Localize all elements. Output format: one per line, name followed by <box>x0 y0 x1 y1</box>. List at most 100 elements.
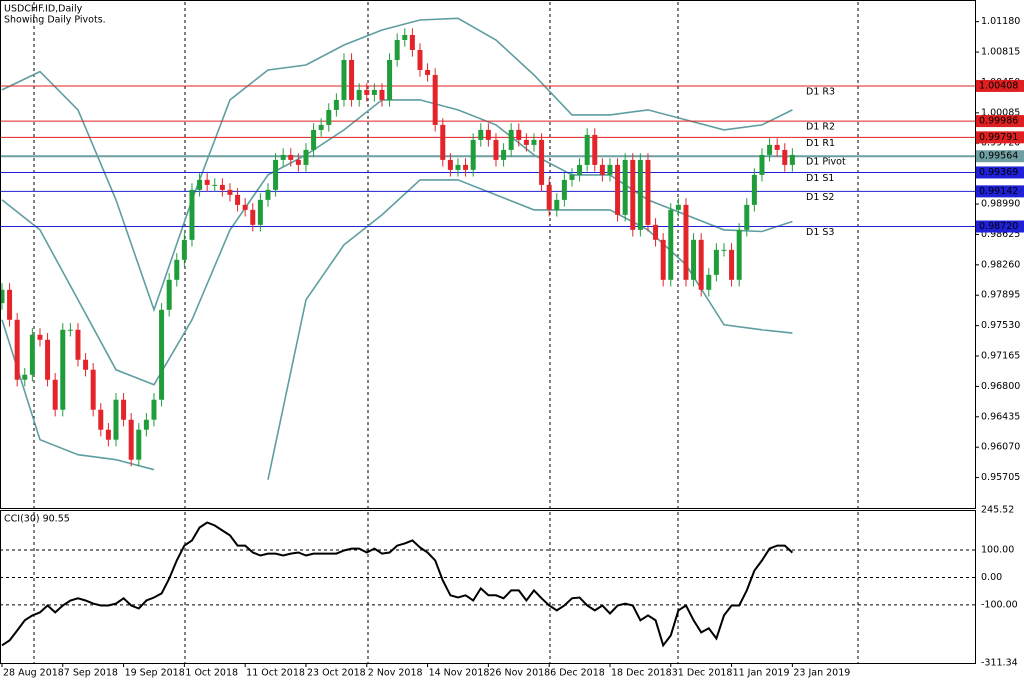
y-tick-label: 100.00 <box>981 544 1014 555</box>
candle-body <box>288 154 294 160</box>
candle-body <box>622 159 628 215</box>
x-tick-label: 6 Dec 2018 <box>550 668 605 679</box>
candle-body <box>174 259 180 280</box>
cci-title: CCI(30) 90.55 <box>4 514 70 525</box>
candle-body <box>29 334 35 375</box>
candle-body <box>37 334 43 340</box>
candle-body <box>402 34 408 40</box>
candle-body <box>645 159 651 225</box>
candle-body <box>159 309 165 400</box>
candle-body <box>615 164 621 215</box>
candle-body <box>516 129 522 140</box>
candle-body <box>136 429 142 460</box>
candle-body <box>508 129 514 150</box>
candle-body <box>311 129 317 150</box>
y-tick-label: 0.00 <box>981 572 1002 583</box>
candle-body <box>14 319 20 380</box>
candle-body <box>767 144 773 155</box>
candle-body <box>744 204 750 230</box>
candle-body <box>364 89 370 95</box>
candle-body <box>455 164 461 170</box>
candle-body <box>561 179 567 200</box>
candle-body <box>151 399 157 420</box>
x-tick-label: 19 Sep 2018 <box>125 668 185 679</box>
candle-body <box>523 139 529 145</box>
candle-body <box>212 184 218 186</box>
candle-body <box>691 239 697 280</box>
pivot-price-box <box>976 185 1024 198</box>
bollinger-band <box>1 99 793 386</box>
pivot-price-label: 0.99142 <box>979 186 1018 197</box>
candle-body <box>371 89 377 95</box>
candle-body <box>675 204 681 210</box>
x-tick-label: 7 Sep 2018 <box>64 668 118 679</box>
y-tick-label: 0.96435 <box>981 411 1020 422</box>
pivot-price-label: 0.99369 <box>979 167 1018 178</box>
candle-body <box>379 89 385 100</box>
candle-body <box>698 239 704 290</box>
pivot-name: D1 S1 <box>806 173 834 184</box>
y-tick-label: 0.96800 <box>981 381 1020 392</box>
candle-body <box>653 224 659 240</box>
x-tick-label: 11 Jan 2019 <box>733 668 790 679</box>
pivot-price-box <box>976 131 1024 144</box>
chart-subtitle: Showing Daily Pivots. <box>4 15 106 26</box>
candle-body <box>90 369 96 410</box>
candle-body <box>219 184 225 190</box>
candle-body <box>333 99 339 110</box>
candle-body <box>736 229 742 280</box>
x-tick-label: 2 Nov 2018 <box>368 668 423 679</box>
cci-line <box>1 521 794 648</box>
candle-body <box>197 179 203 190</box>
price-panel: D1 R3 D1 R2 D1 R1 D1 Pivot D1 S1 D1 S2 D1 S3 <box>0 17 979 480</box>
bollinger-band <box>1 17 793 313</box>
candle-body <box>485 129 491 140</box>
candle-body <box>75 329 81 360</box>
candle-body <box>478 129 484 140</box>
pivot-price-label: 0.99564 <box>979 151 1018 162</box>
candle-body <box>546 184 552 210</box>
pivot-price-label: 0.98720 <box>979 221 1018 232</box>
candle-body <box>7 289 13 320</box>
y-tick-label: 0.98990 <box>981 199 1020 210</box>
y-tick-label: 0.95705 <box>981 472 1020 483</box>
candle-body <box>341 59 347 100</box>
candle-body <box>394 39 400 60</box>
x-tick-label: 31 Dec 2018 <box>672 668 733 679</box>
pivot-name: D1 R2 <box>806 122 835 133</box>
candle-body <box>121 399 127 420</box>
candle-body <box>83 359 89 370</box>
candle-body <box>356 89 362 100</box>
candle-body <box>60 329 66 410</box>
candle-body <box>630 159 636 230</box>
candle-body <box>683 204 689 280</box>
candle-body <box>569 174 575 180</box>
candle-body <box>417 49 423 70</box>
pivot-price-box <box>976 150 1024 163</box>
candle-body <box>52 379 58 410</box>
axis-labels: 1.011801.008151.004501.000850.997200.993… <box>1 16 1024 679</box>
candle-body <box>45 339 51 380</box>
y-tick-label: 1.00815 <box>981 47 1020 58</box>
candle-body <box>539 139 545 185</box>
candle-body <box>235 194 241 205</box>
x-tick-label: 23 Oct 2018 <box>307 668 366 679</box>
x-tick-label: 23 Jan 2019 <box>793 668 850 679</box>
candle-body <box>105 429 111 440</box>
candle-body <box>318 124 324 130</box>
cci-panel <box>0 521 975 648</box>
chart-title: USDCHF.ID,Daily <box>4 4 83 15</box>
candle-body <box>22 374 28 380</box>
x-tick-label: 14 Nov 2018 <box>429 668 490 679</box>
pivot-price-box <box>976 166 1024 179</box>
candle-body <box>706 274 712 290</box>
pivot-price-box <box>976 79 1024 92</box>
candle-body <box>554 199 560 210</box>
candle-body <box>592 134 598 165</box>
candle-body <box>280 154 286 160</box>
pivot-name: D1 R1 <box>806 138 835 149</box>
candle-body <box>349 59 355 100</box>
candle-body <box>599 164 605 175</box>
